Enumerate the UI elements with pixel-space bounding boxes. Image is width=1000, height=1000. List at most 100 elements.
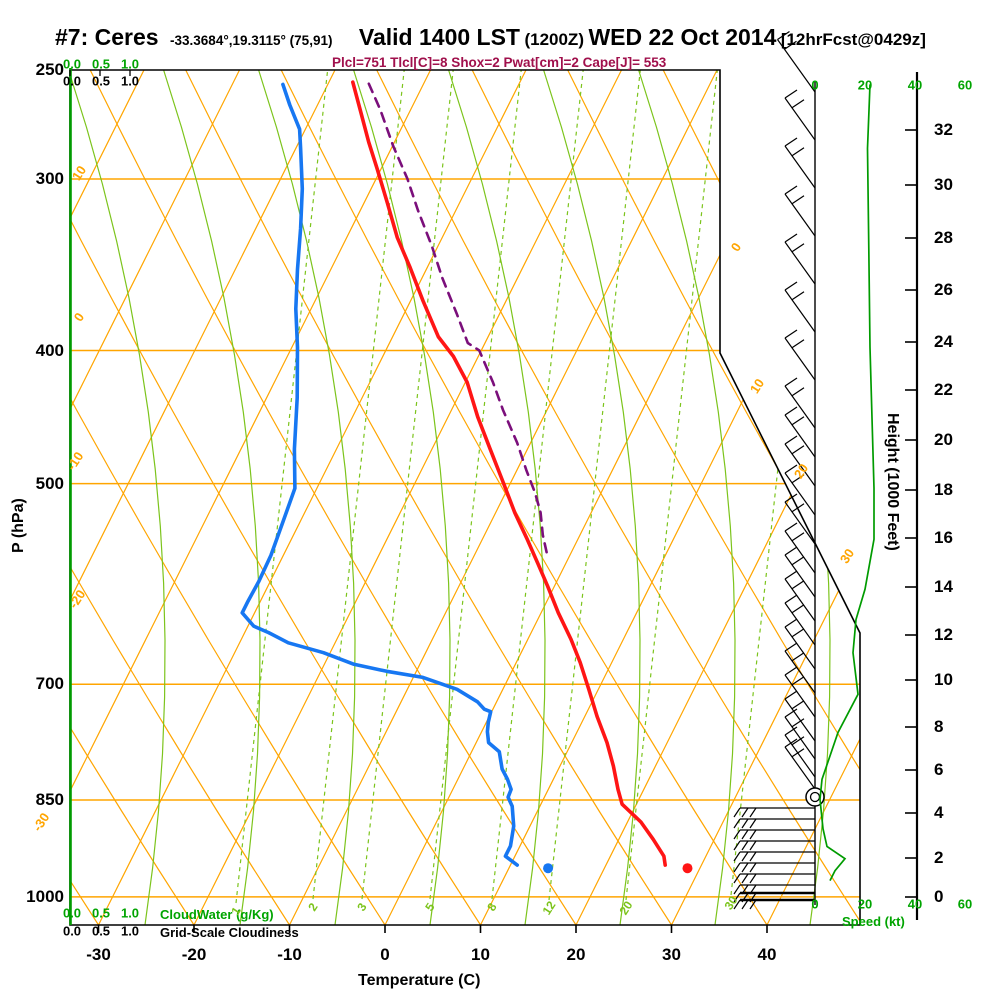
cloudiness-scale-value-bottom: 0.5 bbox=[91, 923, 111, 939]
wind-barb-feather bbox=[784, 435, 798, 445]
wind-barb-feather bbox=[749, 862, 757, 873]
wind-barb-feather bbox=[791, 503, 805, 513]
speed-tick-label-top: 60 bbox=[957, 77, 973, 93]
valid-time: Valid 1400 LST bbox=[358, 24, 520, 50]
wind-barb-shaft bbox=[784, 337, 816, 381]
wind-barb-feather bbox=[791, 652, 805, 662]
background-grid bbox=[0, 70, 860, 925]
dry-adiabat-line bbox=[376, 70, 860, 925]
wind-barb-feather bbox=[733, 873, 741, 884]
temperature-tick-label: 30 bbox=[662, 945, 681, 964]
isotherm-line bbox=[479, 70, 860, 925]
wind-barb-shaft bbox=[784, 241, 816, 285]
wind-barb-feather bbox=[791, 736, 805, 746]
wind-barb-feather bbox=[791, 474, 805, 484]
wind-barb-feather bbox=[791, 556, 805, 566]
wind-barb-feather bbox=[791, 700, 805, 710]
wind-barb-shaft bbox=[784, 602, 816, 646]
wind-barb-shaft bbox=[784, 746, 816, 790]
mixing-ratio-line bbox=[312, 70, 405, 900]
wind-barb-shaft bbox=[784, 385, 816, 429]
dry-adiabat-line bbox=[70, 70, 482, 925]
wind-barb-shaft bbox=[784, 578, 816, 622]
wind-barb-shaft bbox=[784, 626, 816, 670]
speed-axis-label: Speed (kt) bbox=[842, 914, 905, 929]
isotherm-line bbox=[766, 70, 860, 925]
wind-barb-feather bbox=[784, 738, 798, 748]
wind-barb-feather bbox=[784, 546, 798, 556]
height-tick-label: 20 bbox=[934, 430, 953, 449]
mixing-ratio-line bbox=[429, 70, 522, 900]
wind-barb-feather bbox=[749, 818, 757, 829]
moist-adiabat-line bbox=[353, 70, 451, 925]
pressure-tick-label: 700 bbox=[35, 674, 64, 694]
dry-adiabat-line bbox=[70, 70, 386, 925]
parcel-curve bbox=[366, 80, 548, 554]
wind-barb-feather bbox=[784, 329, 798, 339]
wind-barb-feather bbox=[791, 628, 805, 638]
surface-dewpoint-dot bbox=[543, 863, 554, 874]
pressure-tick-label: 500 bbox=[35, 473, 64, 493]
dry-adiabat-line bbox=[0, 70, 3, 925]
wind-barb-feather bbox=[784, 570, 798, 580]
pressure-axis-label: P (hPa) bbox=[10, 498, 27, 553]
cloudwater-scale-value-bottom: 1.0 bbox=[120, 905, 140, 921]
moist-adiabat-line bbox=[163, 70, 261, 925]
wind-barb-feather bbox=[791, 147, 805, 157]
moist-adiabat-line bbox=[70, 70, 166, 925]
wind-barb-feather bbox=[741, 829, 749, 840]
mixing-ratio-line bbox=[361, 70, 454, 900]
isotherm-line bbox=[70, 70, 241, 925]
axis-lines bbox=[69, 70, 919, 933]
dewpoint-curve bbox=[240, 82, 519, 867]
moist-adiabat-line bbox=[448, 70, 546, 925]
dry-adiabat-line bbox=[471, 70, 860, 925]
wind-barb-feather bbox=[741, 873, 749, 884]
wind-barb-feather bbox=[791, 748, 805, 758]
wind-barb-feather bbox=[741, 840, 749, 851]
wind-barb-feather bbox=[791, 243, 805, 253]
wind-barb-feather bbox=[784, 233, 798, 243]
wind-barb-feather bbox=[749, 899, 757, 910]
speed-tick-label-top: 40 bbox=[907, 77, 923, 93]
wind-barb-feather bbox=[741, 862, 749, 873]
speed-tick-label-bottom: 20 bbox=[857, 896, 873, 912]
wind-barb-feather bbox=[733, 884, 741, 895]
wind-barb-feather bbox=[784, 185, 798, 195]
wind-barb-feather bbox=[791, 580, 805, 590]
pressure-tick-label: 850 bbox=[35, 789, 64, 809]
wind-barb-feather bbox=[741, 899, 749, 910]
wind-barb-feather bbox=[791, 532, 805, 542]
height-tick-label: 4 bbox=[934, 803, 944, 822]
temperature-tick-label: -30 bbox=[86, 945, 111, 964]
height-tick-label: 24 bbox=[934, 332, 953, 351]
pressure-tick-label: 300 bbox=[35, 168, 64, 188]
wind-barb-shaft bbox=[784, 674, 816, 718]
wind-barb-feather bbox=[749, 873, 757, 884]
speed-tick-label-top: 20 bbox=[857, 77, 873, 93]
wind-barb-feather bbox=[784, 406, 798, 416]
isotherm-line bbox=[70, 70, 336, 925]
wind-barb-shaft bbox=[777, 39, 816, 93]
chart-title: #7: Ceres -33.3684°,19.3115° (75,91) Val… bbox=[55, 24, 926, 51]
sounding-curves bbox=[240, 80, 693, 874]
wind-barb-feather bbox=[784, 666, 798, 676]
cloudiness-scale-value-top: 0.5 bbox=[91, 73, 111, 89]
moist-adiabat-line bbox=[638, 70, 736, 925]
mixing-ratio-line bbox=[730, 70, 823, 896]
height-tick-label: 2 bbox=[934, 848, 944, 867]
wind-barb-feather bbox=[791, 387, 805, 397]
wind-barb-feather bbox=[777, 31, 790, 40]
mixing-ratio-line bbox=[548, 70, 641, 901]
wind-barb-feather bbox=[733, 818, 741, 829]
height-tick-label: 28 bbox=[934, 228, 953, 247]
wind-barb-feather bbox=[741, 851, 749, 862]
height-tick-label: 8 bbox=[934, 717, 944, 736]
wind-barb-shaft bbox=[784, 193, 816, 237]
wind-barb-shaft bbox=[784, 97, 816, 141]
dry-adiabat-line bbox=[758, 70, 860, 925]
wind-barb-shaft bbox=[784, 716, 816, 760]
dry-adiabat-line bbox=[853, 70, 860, 925]
cloudwater-scale-value-bottom: 0.0 bbox=[62, 905, 82, 921]
height-tick-label: 6 bbox=[934, 760, 944, 779]
